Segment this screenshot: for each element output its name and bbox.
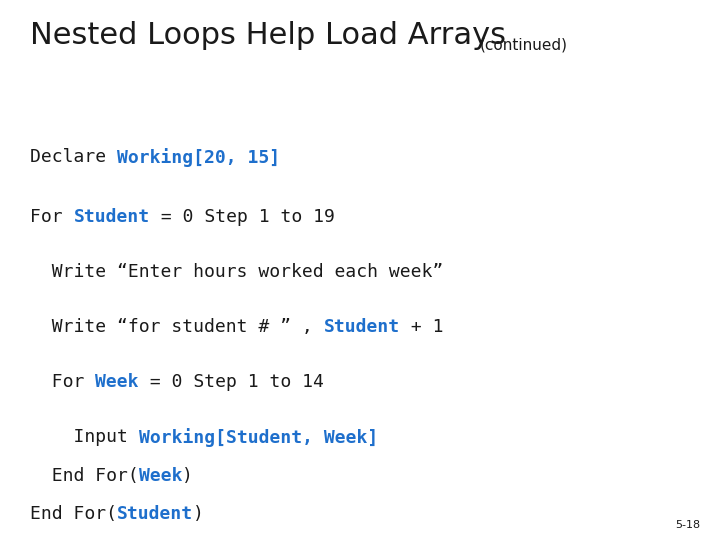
Text: 5-18: 5-18 xyxy=(675,520,700,530)
Text: = 0 Step 1 to 14: = 0 Step 1 to 14 xyxy=(139,373,323,391)
Text: (continued): (continued) xyxy=(480,38,568,53)
Text: Student: Student xyxy=(73,208,150,226)
Text: ): ) xyxy=(182,467,193,485)
Text: = 0 Step 1 to 19: = 0 Step 1 to 19 xyxy=(150,208,335,226)
Text: Working[20, 15]: Working[20, 15] xyxy=(117,148,280,167)
Text: Student: Student xyxy=(117,505,193,523)
Text: Input: Input xyxy=(30,428,139,446)
Text: Working[Student, Week]: Working[Student, Week] xyxy=(139,428,378,447)
Text: Write “Enter hours worked each week”: Write “Enter hours worked each week” xyxy=(30,263,444,281)
Text: Week: Week xyxy=(139,467,182,485)
Text: Nested Loops Help Load Arrays: Nested Loops Help Load Arrays xyxy=(30,21,506,50)
Text: Week: Week xyxy=(95,373,139,391)
Text: For: For xyxy=(30,208,73,226)
Text: End For(: End For( xyxy=(30,505,117,523)
Text: Write “for student # ” ,: Write “for student # ” , xyxy=(30,318,323,336)
Text: + 1: + 1 xyxy=(400,318,444,336)
Text: ): ) xyxy=(193,505,204,523)
Text: End For(: End For( xyxy=(30,467,139,485)
Text: Student: Student xyxy=(323,318,400,336)
Text: For: For xyxy=(30,373,95,391)
Text: Declare: Declare xyxy=(30,148,117,166)
